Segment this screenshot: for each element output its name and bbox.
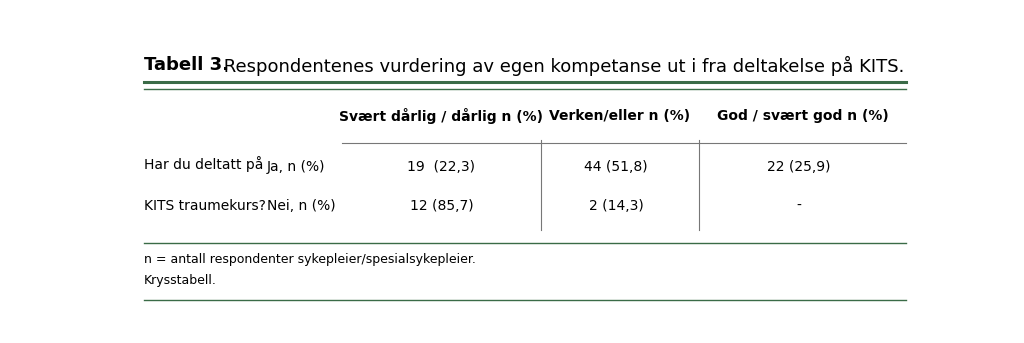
- Text: 44 (51,8): 44 (51,8): [585, 159, 648, 174]
- Text: Har du deltatt på: Har du deltatt på: [143, 156, 263, 172]
- Text: Ja, n (%): Ja, n (%): [267, 159, 326, 174]
- Text: 22 (25,9): 22 (25,9): [767, 159, 830, 174]
- Text: 19  (22,3): 19 (22,3): [408, 159, 475, 174]
- Text: Verken/eller n (%): Verken/eller n (%): [550, 109, 690, 123]
- Text: Svært dårlig / dårlig n (%): Svært dårlig / dårlig n (%): [340, 108, 544, 125]
- Text: 12 (85,7): 12 (85,7): [410, 199, 473, 213]
- Text: Respondentenes vurdering av egen kompetanse ut i fra deltakelse på KITS.: Respondentenes vurdering av egen kompeta…: [218, 56, 904, 76]
- Text: Tabell 3.: Tabell 3.: [143, 56, 229, 74]
- Text: n = antall respondenter sykepleier/spesialsykepleier.: n = antall respondenter sykepleier/spesi…: [143, 252, 476, 265]
- Text: 2 (14,3): 2 (14,3): [589, 199, 643, 213]
- Text: God / svært god n (%): God / svært god n (%): [717, 109, 889, 123]
- Text: -: -: [796, 199, 801, 213]
- Text: Nei, n (%): Nei, n (%): [267, 199, 336, 213]
- Text: Krysstabell.: Krysstabell.: [143, 274, 217, 287]
- Text: KITS traumekurs?: KITS traumekurs?: [143, 199, 266, 213]
